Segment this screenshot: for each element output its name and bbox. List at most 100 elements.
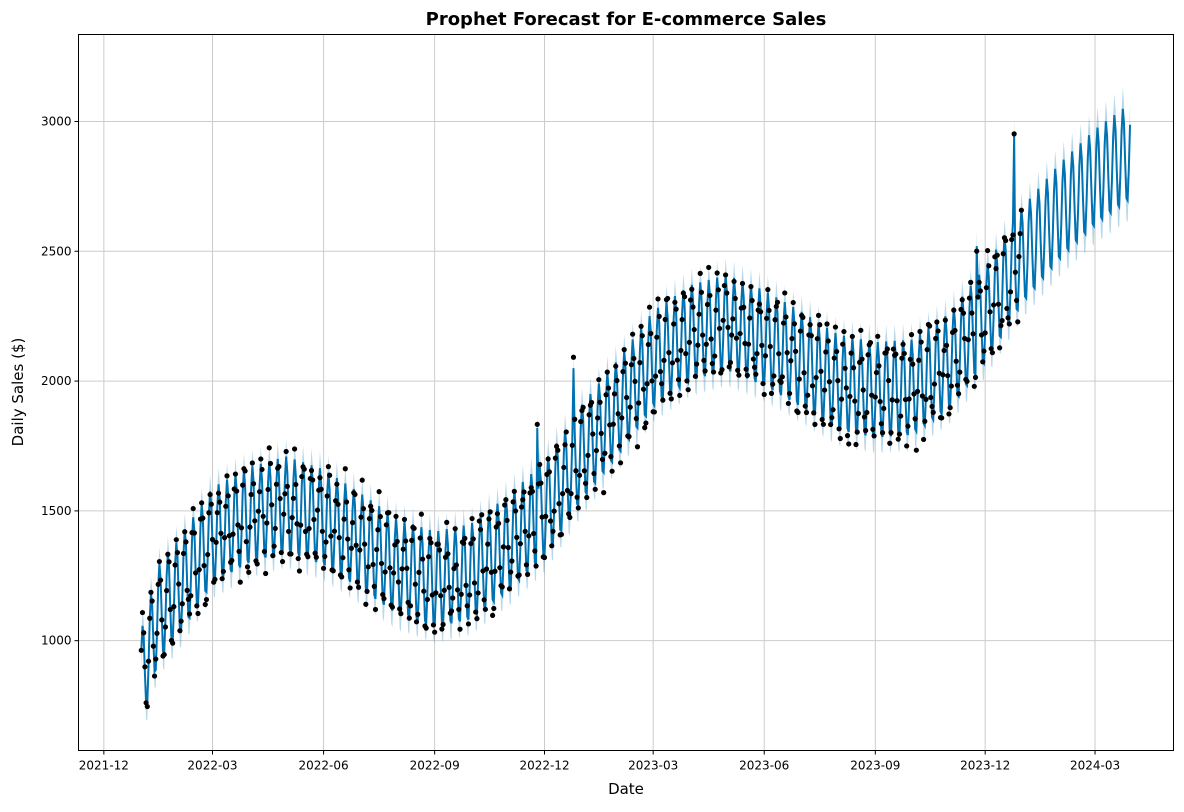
observed-point (247, 524, 253, 530)
observed-point (695, 342, 701, 348)
chart-title: Prophet Forecast for E-commerce Sales (426, 9, 827, 30)
observed-point (917, 328, 923, 335)
observed-point (179, 601, 185, 607)
observed-point (432, 629, 438, 635)
y-tick-label: 1500 (41, 504, 72, 518)
observed-point (809, 383, 816, 389)
observed-point (975, 294, 981, 300)
observed-point (700, 332, 706, 338)
observed-point (620, 369, 626, 375)
observed-point (277, 495, 283, 502)
observed-point (182, 529, 188, 535)
observed-point (912, 416, 918, 422)
observed-point (139, 609, 146, 616)
observed-point (238, 525, 245, 531)
observed-point (295, 555, 301, 562)
observed-point (908, 332, 915, 338)
observed-point (578, 418, 584, 425)
observed-point (499, 584, 505, 590)
observed-point (835, 378, 841, 384)
observed-point (167, 606, 173, 613)
observed-point (952, 327, 958, 334)
observed-point (901, 350, 907, 357)
observed-point (510, 499, 516, 505)
observed-point (631, 355, 637, 362)
observed-point (815, 312, 822, 319)
observed-point (795, 409, 801, 416)
observed-point (203, 596, 210, 603)
observed-point (273, 481, 280, 487)
observed-point (435, 541, 441, 547)
observed-point (359, 477, 365, 483)
observed-point (375, 527, 381, 533)
observed-point (1011, 131, 1017, 137)
observed-point (355, 584, 362, 590)
observed-point (232, 471, 239, 477)
x-tick-label: 2022-03 (187, 759, 237, 773)
observed-point (867, 340, 874, 346)
observed-point (928, 394, 934, 401)
observed-point (878, 421, 884, 427)
observed-point (694, 361, 700, 367)
observed-point (847, 393, 853, 400)
observed-point (318, 486, 324, 492)
observed-point (444, 519, 450, 525)
observed-point (970, 331, 976, 337)
observed-point (154, 630, 160, 636)
observed-point (317, 475, 323, 481)
observed-point (995, 301, 1002, 307)
observed-point (362, 541, 368, 547)
observed-point (511, 488, 517, 494)
observed-point (377, 514, 383, 520)
observed-point (982, 330, 988, 336)
observed-point (927, 323, 933, 329)
observed-point (993, 265, 999, 272)
observed-point (721, 282, 727, 289)
observed-point (924, 347, 930, 353)
observed-point (590, 431, 596, 437)
observed-point (939, 415, 945, 421)
observed-point (354, 579, 360, 585)
observed-point (846, 441, 852, 447)
observed-point (561, 464, 567, 471)
observed-point (302, 528, 309, 535)
observed-point (611, 391, 618, 397)
observed-point (582, 480, 589, 486)
observed-point (292, 446, 298, 452)
observed-point (954, 382, 960, 388)
observed-point (458, 591, 464, 597)
observed-point (648, 330, 654, 337)
observed-point (467, 592, 473, 598)
observed-point (713, 307, 719, 313)
observed-point (910, 361, 916, 367)
observed-point (969, 310, 975, 316)
observed-point (191, 530, 197, 536)
observed-point (994, 252, 1000, 258)
observed-point (516, 572, 522, 578)
observed-point (784, 350, 790, 356)
observed-point (800, 314, 806, 320)
observed-point (793, 348, 799, 354)
observed-point (446, 584, 452, 590)
observed-point (951, 307, 957, 313)
observed-point (290, 495, 296, 501)
observed-point (890, 346, 897, 352)
observed-point (335, 501, 341, 507)
observed-point (279, 558, 286, 565)
observed-point (283, 448, 289, 455)
observed-point (372, 606, 379, 613)
observed-point (348, 545, 354, 551)
observed-point (665, 295, 671, 302)
observed-point (659, 381, 665, 387)
observed-point (732, 295, 738, 302)
observed-point (456, 606, 462, 613)
observed-point (834, 348, 840, 355)
observed-point (881, 405, 887, 412)
observed-point (997, 345, 1003, 351)
observed-point (690, 304, 696, 310)
observed-point (381, 595, 387, 602)
observed-point (725, 324, 731, 330)
observed-point (870, 426, 876, 432)
observed-point (885, 377, 892, 384)
observed-point (521, 489, 527, 495)
